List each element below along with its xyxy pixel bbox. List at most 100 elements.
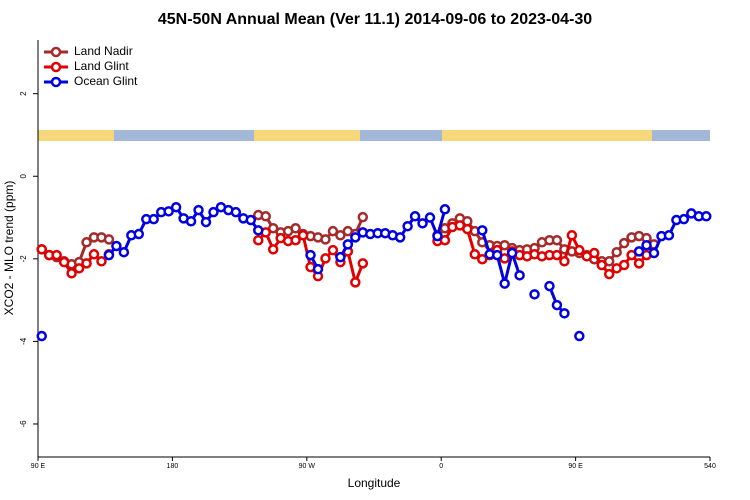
data-point <box>148 213 159 225</box>
x-tick-label: 180 <box>167 463 179 470</box>
legend-label: Land Glint <box>74 59 129 73</box>
x-tick-label: 90 W <box>299 463 316 470</box>
data-point <box>611 246 622 258</box>
data-point <box>320 253 331 264</box>
data-point <box>118 246 130 258</box>
data-point <box>618 259 630 271</box>
data-point <box>551 234 563 246</box>
data-point <box>589 247 600 259</box>
data-point <box>267 223 279 234</box>
x-tick-label: 90 E <box>568 463 583 470</box>
data-point <box>350 277 361 288</box>
x-tick-label: 540 <box>704 463 716 470</box>
data-point <box>253 234 264 246</box>
legend-marker <box>50 76 62 88</box>
data-point <box>88 249 100 260</box>
data-point <box>170 201 182 213</box>
data-point <box>439 204 451 215</box>
data-point <box>335 251 346 263</box>
data-point <box>357 258 369 269</box>
data-point <box>320 234 331 245</box>
data-point <box>253 225 264 236</box>
data-point <box>200 216 212 228</box>
data-point <box>230 206 242 218</box>
legend-marker <box>50 46 62 58</box>
data-point <box>477 253 488 265</box>
data-point <box>462 223 473 235</box>
y-tick-label: -4 <box>19 337 28 345</box>
data-point <box>327 225 339 237</box>
x-axis-label: Longitude <box>348 476 401 490</box>
data-point <box>574 244 585 256</box>
data-point <box>551 299 563 311</box>
data-point <box>574 330 585 342</box>
data-point <box>245 214 257 226</box>
data-point <box>260 211 271 222</box>
data-point <box>96 256 107 267</box>
x-tick-label: 90 E <box>31 463 46 470</box>
data-point <box>424 212 436 223</box>
data-point <box>469 249 481 260</box>
data-point <box>111 240 122 252</box>
y-tick-label: 2 <box>19 91 28 96</box>
data-point <box>603 268 615 280</box>
data-point <box>641 239 652 251</box>
data-point <box>36 244 47 255</box>
y-tick-label: -2 <box>19 255 28 263</box>
data-point <box>350 232 361 243</box>
data-point <box>432 230 443 242</box>
data-point <box>193 204 204 216</box>
data-point <box>439 234 451 246</box>
y-tick-label: -6 <box>19 420 28 428</box>
data-point <box>402 220 413 232</box>
data-point <box>514 270 525 281</box>
data-point <box>103 249 115 261</box>
legend-label: Land Nadir <box>74 44 133 58</box>
data-point <box>163 206 174 217</box>
data-point <box>335 230 346 241</box>
data-point <box>290 234 301 246</box>
x-tick-label: 0 <box>439 463 443 470</box>
data-point <box>648 247 660 259</box>
data-point <box>36 330 47 342</box>
data-point <box>499 278 510 289</box>
data-point <box>185 216 197 227</box>
data-point <box>663 230 675 241</box>
data-point <box>208 206 219 218</box>
data-point <box>559 308 570 319</box>
data-point <box>417 218 428 229</box>
data-point <box>81 237 92 248</box>
data-point <box>305 249 316 261</box>
data-point <box>559 256 570 267</box>
data-point <box>357 211 369 223</box>
y-axis-label: XCO2 - MLO trend (ppm) <box>2 181 16 316</box>
data-point <box>409 211 421 222</box>
data-point <box>394 232 406 243</box>
legend-marker <box>50 61 62 73</box>
data-point <box>342 239 354 250</box>
data-point <box>267 244 279 255</box>
data-point <box>73 263 85 274</box>
data-point <box>133 228 145 240</box>
data-point <box>297 230 309 241</box>
data-point <box>491 249 503 261</box>
data-point <box>678 213 690 225</box>
data-point <box>633 246 645 257</box>
data-point <box>529 289 540 300</box>
data-point <box>596 259 607 271</box>
data-point <box>566 230 578 241</box>
data-point <box>103 234 115 245</box>
data-point <box>51 249 62 261</box>
chart-title: 45N-50N Annual Mean (Ver 11.1) 2014-09-0… <box>158 11 592 28</box>
data-point <box>58 256 70 268</box>
surface-strip <box>38 130 710 141</box>
data-point <box>290 223 301 234</box>
data-point <box>477 225 488 236</box>
data-point <box>551 249 563 261</box>
data-point <box>506 247 518 259</box>
legend-label: Ocean Glint <box>74 74 138 88</box>
data-point <box>312 263 324 275</box>
data-point <box>327 244 339 256</box>
data-point <box>618 237 630 249</box>
